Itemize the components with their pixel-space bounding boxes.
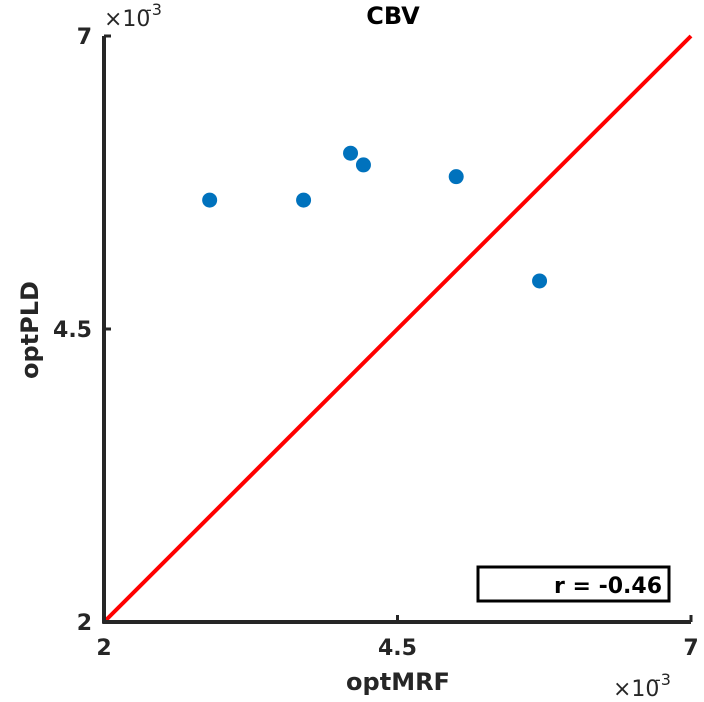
correlation-annotation: r = -0.46 (476, 565, 671, 603)
y-axis-label: optPLD (16, 281, 44, 379)
data-point (448, 169, 464, 185)
y-tick-label: 4.5 (53, 318, 92, 343)
x-multiplier-base: ×10 (613, 677, 659, 702)
y-axis-multiplier: ×10 -3 (104, 0, 162, 32)
x-tick-label: 7 (683, 636, 698, 661)
y-tick-label: 2 (77, 611, 92, 636)
x-tick-label: 4.5 (378, 636, 417, 661)
data-point (202, 192, 218, 208)
annotation-box (476, 565, 671, 603)
chart-title: CBV (366, 2, 420, 30)
x-multiplier-exponent: -3 (655, 670, 671, 689)
plot-layer: 2 4.5 7 2 4.5 7 (53, 25, 699, 661)
y-tick-label: 7 (77, 25, 92, 50)
x-tick-label: 2 (96, 636, 111, 661)
x-axis-multiplier: ×10 -3 (613, 670, 671, 702)
data-point (532, 273, 548, 289)
data-point (355, 157, 371, 173)
data-point (296, 192, 312, 208)
data-point (343, 145, 359, 161)
x-axis-label: optMRF (346, 668, 450, 696)
y-multiplier-exponent: -3 (146, 0, 162, 19)
y-multiplier-base: ×10 (104, 7, 150, 32)
reference-line (102, 34, 693, 624)
annotation-text: r = -0.46 (554, 574, 662, 599)
